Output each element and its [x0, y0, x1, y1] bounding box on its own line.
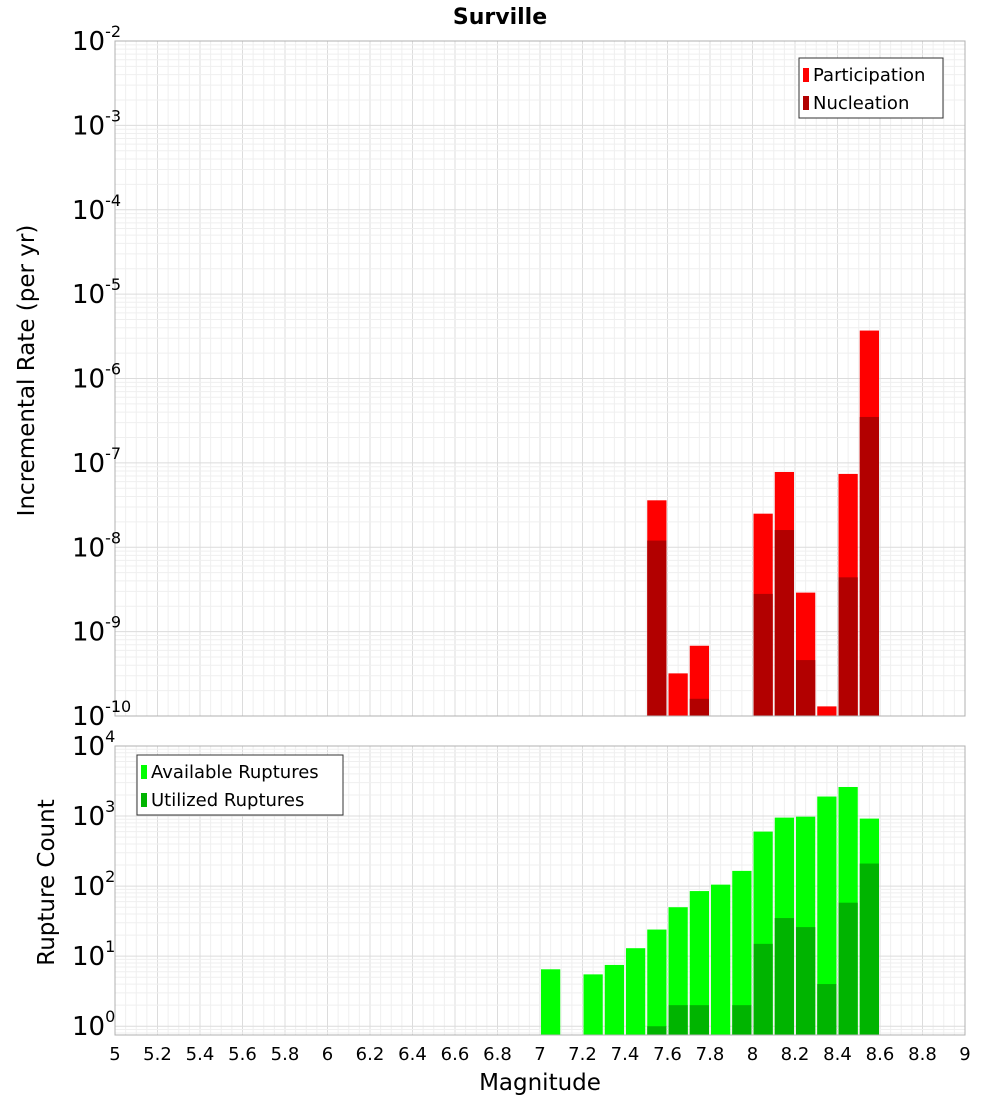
rate-bar-b — [647, 540, 667, 716]
rate-bar-a — [817, 706, 837, 716]
rate-bar-a — [689, 645, 709, 716]
rate-bar-b — [774, 530, 794, 716]
y-tick-label: 10-9 — [72, 613, 121, 648]
x-tick-label: 7 — [534, 1044, 545, 1065]
chart-title: Surville — [453, 5, 547, 30]
rate-bar-b — [859, 416, 879, 716]
x-tick-label: 5.4 — [186, 1044, 215, 1065]
rupture-count-panel: 100 101 102 103 104 Rupture Count Available … — [34, 727, 971, 1096]
count-bar-b — [859, 863, 879, 1035]
bottom-y-tick-labels: 100 101 102 103 104 — [72, 727, 115, 1042]
count-bar-b — [753, 943, 773, 1035]
bottom-bars — [541, 786, 879, 1035]
top-y-tick-labels: 10-10 10-9 10-8 10-7 10-6 10-5 10-4 10-3 10-2 — [72, 22, 131, 732]
count-bar-a — [583, 974, 603, 1035]
count-bar-b — [732, 1005, 752, 1035]
rate-bar-a — [668, 673, 688, 716]
legend-label: Available Ruptures — [151, 762, 319, 783]
y-tick-label: 103 — [72, 797, 115, 832]
y-tick-label: 10-10 — [72, 697, 131, 732]
legend-swatch — [803, 96, 809, 110]
y-tick-label: 104 — [72, 727, 115, 762]
legend-box — [136, 754, 344, 816]
x-tick-label: 5.2 — [143, 1044, 172, 1065]
count-bar-b — [689, 1005, 709, 1035]
count-bar-a — [668, 907, 688, 1035]
incremental-rate-panel: 10-10 10-9 10-8 10-7 10-6 10-5 10-4 10-3 10-2 In… — [14, 22, 966, 732]
x-tick-labels: 5 5.2 5.4 5.6 5.8 6 6.2 6.4 6.6 6.8 7 7.2 7.4 7.6 7.8 8… — [109, 1044, 970, 1065]
x-axis-label: Magnitude — [479, 1070, 601, 1096]
bottom-plot-area — [114, 745, 966, 1036]
rate-bar-b — [753, 593, 773, 716]
x-tick-label: 6.2 — [356, 1044, 385, 1065]
count-bar-a — [711, 884, 731, 1035]
bottom-y-axis-label: Rupture Count — [34, 799, 60, 965]
legend-swatch — [141, 793, 147, 807]
top-plot-area — [114, 40, 966, 717]
x-tick-label: 7.4 — [611, 1044, 640, 1065]
count-bar-b — [796, 927, 816, 1035]
legend-label: Utilized Ruptures — [151, 790, 304, 811]
legend-swatch — [803, 68, 809, 82]
rate-bar-b — [838, 577, 858, 716]
y-tick-label: 102 — [72, 867, 115, 902]
y-tick-label: 101 — [72, 937, 115, 972]
top-bars — [647, 330, 879, 716]
x-tick-label: 6.4 — [398, 1044, 427, 1065]
x-tick-label: 5 — [109, 1044, 120, 1065]
x-tick-label: 8.4 — [823, 1044, 852, 1065]
x-tick-label: 8.2 — [781, 1044, 810, 1065]
rate-bar-b — [689, 698, 709, 716]
x-tick-label: 8 — [747, 1044, 758, 1065]
count-bar-a — [604, 964, 624, 1035]
count-bar-a — [541, 969, 561, 1035]
count-bar-a — [732, 870, 752, 1035]
x-tick-label: 5.6 — [228, 1044, 257, 1065]
count-bar-a — [647, 929, 667, 1035]
y-tick-label: 10-7 — [72, 444, 121, 479]
x-tick-label: 7.8 — [696, 1044, 725, 1065]
count-bar-b — [838, 902, 858, 1035]
x-tick-label: 7.6 — [653, 1044, 682, 1065]
y-tick-label: 10-8 — [72, 528, 121, 563]
x-tick-label: 6.8 — [483, 1044, 512, 1065]
top-grid — [114, 40, 966, 717]
y-tick-label: 10-2 — [72, 22, 121, 57]
x-tick-label: 8.8 — [908, 1044, 937, 1065]
y-tick-label: 10-6 — [72, 360, 121, 395]
count-bar-b — [668, 1005, 688, 1035]
y-tick-label: 10-4 — [72, 191, 121, 226]
x-tick-label: 9 — [959, 1044, 970, 1065]
y-tick-label: 10-3 — [72, 106, 121, 141]
y-tick-label: 100 — [72, 1007, 115, 1042]
count-bar-a — [689, 891, 709, 1035]
count-bar-a — [626, 948, 646, 1035]
count-bar-b — [647, 1026, 667, 1035]
rate-bar-b — [796, 660, 816, 716]
bottom-legend: Available Ruptures Utilized Ruptures — [136, 754, 344, 816]
count-bar-a — [817, 796, 837, 1035]
legend-label: Nucleation — [813, 93, 909, 114]
x-tick-label: 8.6 — [866, 1044, 895, 1065]
top-legend: Participation Nucleation — [798, 57, 944, 119]
x-tick-label: 5.8 — [271, 1044, 300, 1065]
x-tick-label: 6.6 — [441, 1044, 470, 1065]
y-tick-label: 10-5 — [72, 275, 121, 310]
count-bar-b — [817, 984, 837, 1035]
legend-swatch — [141, 765, 147, 779]
legend-box — [798, 57, 944, 119]
x-tick-label: 7.2 — [568, 1044, 597, 1065]
count-bar-b — [774, 918, 794, 1035]
x-tick-label: 6 — [322, 1044, 333, 1065]
top-y-axis-label: Incremental Rate (per yr) — [14, 225, 40, 517]
legend-label: Participation — [813, 65, 925, 86]
